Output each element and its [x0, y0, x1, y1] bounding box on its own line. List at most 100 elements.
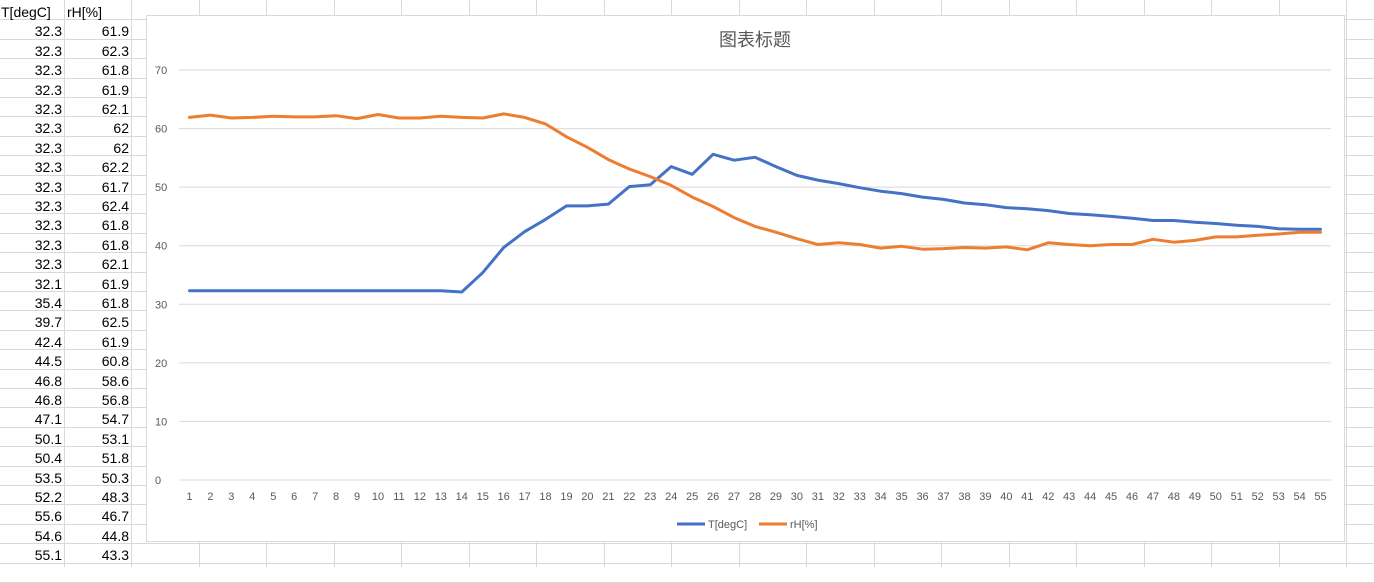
x-tick-label: 11: [393, 491, 404, 503]
embedded-chart[interactable]: 图表标题 0 10 20 30 40 50 60 70 1 2 3 4 5 6 7 8 9 10 11 12 13 14…: [146, 15, 1345, 542]
temperature-cell[interactable]: 32.3: [34, 120, 62, 136]
x-tick-label: 3: [228, 491, 234, 503]
x-tick-label: 16: [498, 491, 510, 503]
column-gridline: [1346, 0, 1347, 567]
temperature-cell[interactable]: 54.6: [34, 528, 62, 544]
temperature-cell[interactable]: 32.1: [34, 276, 62, 292]
humidity-cell[interactable]: 46.7: [101, 508, 129, 524]
x-tick-label: 44: [1084, 491, 1096, 503]
humidity-cell[interactable]: 61.9: [101, 23, 129, 39]
temperature-cell[interactable]: 32.3: [34, 217, 62, 233]
x-tick-label: 54: [1293, 491, 1305, 503]
y-tick-label: 60: [155, 124, 167, 136]
header-cell-humidity[interactable]: rH[%]: [67, 4, 102, 20]
humidity-cell[interactable]: 58.6: [101, 373, 129, 389]
humidity-cell[interactable]: 62: [113, 140, 129, 156]
temperature-cell[interactable]: 32.3: [34, 140, 62, 156]
humidity-cell[interactable]: 62.1: [101, 101, 129, 117]
x-tick-label: 2: [207, 491, 213, 503]
temperature-cell[interactable]: 32.3: [34, 256, 62, 272]
humidity-cell[interactable]: 62.1: [101, 256, 129, 272]
temperature-cell[interactable]: 47.1: [34, 411, 62, 427]
x-tick-label: 43: [1063, 491, 1075, 503]
x-tick-label: 26: [707, 491, 719, 503]
header-cell-temperature[interactable]: T[degC]: [1, 4, 51, 20]
y-tick-label: 10: [155, 416, 167, 428]
humidity-cell[interactable]: 50.3: [101, 470, 129, 486]
temperature-cell[interactable]: 32.3: [34, 101, 62, 117]
series-line-temperature: [188, 152, 1322, 294]
series-line-humidity: [188, 112, 1322, 252]
temperature-cell[interactable]: 55.1: [34, 547, 62, 563]
temperature-cell[interactable]: 35.4: [34, 295, 62, 311]
humidity-cell[interactable]: 61.7: [101, 179, 129, 195]
humidity-cell[interactable]: 62.5: [101, 314, 129, 330]
humidity-cell[interactable]: 62.4: [101, 198, 129, 214]
humidity-cell[interactable]: 61.8: [101, 295, 129, 311]
humidity-cell[interactable]: 61.8: [101, 217, 129, 233]
x-tick-label: 24: [665, 491, 677, 503]
temperature-cell[interactable]: 32.3: [34, 23, 62, 39]
temperature-cell[interactable]: 50.4: [34, 450, 62, 466]
temperature-cell[interactable]: 39.7: [34, 314, 62, 330]
humidity-cell[interactable]: 60.8: [101, 353, 129, 369]
temperature-cell[interactable]: 55.6: [34, 508, 62, 524]
temperature-cell[interactable]: 53.5: [34, 470, 62, 486]
humidity-cell[interactable]: 43.3: [101, 547, 129, 563]
temperature-cell[interactable]: 32.3: [34, 82, 62, 98]
x-tick-label: 34: [875, 491, 887, 503]
y-tick-label: 20: [155, 358, 167, 370]
x-tick-label: 25: [686, 491, 698, 503]
chart-legend: T[degC] rH[%]: [677, 519, 818, 531]
x-axis-ticks: 1 2 3 4 5 6 7 8 9 10 11 12 13 14 15 16 17 18 19 20 21 22 23 24 2…: [186, 491, 1326, 503]
x-tick-label: 12: [414, 491, 426, 503]
x-tick-label: 36: [916, 491, 928, 503]
x-tick-label: 55: [1314, 491, 1326, 503]
x-tick-label: 15: [477, 491, 489, 503]
chart-series: [188, 112, 1322, 294]
x-tick-label: 20: [581, 491, 593, 503]
temperature-cell[interactable]: 52.2: [34, 489, 62, 505]
temperature-cell[interactable]: 46.8: [34, 373, 62, 389]
temperature-cell[interactable]: 32.3: [34, 179, 62, 195]
temperature-cell[interactable]: 42.4: [34, 334, 62, 350]
x-tick-label: 8: [333, 491, 339, 503]
x-tick-label: 17: [518, 491, 530, 503]
humidity-cell[interactable]: 54.7: [101, 411, 129, 427]
x-tick-label: 49: [1189, 491, 1201, 503]
humidity-cell[interactable]: 48.3: [101, 489, 129, 505]
humidity-cell[interactable]: 61.9: [101, 334, 129, 350]
x-tick-label: 38: [958, 491, 970, 503]
humidity-cell[interactable]: 61.9: [101, 82, 129, 98]
temperature-cell[interactable]: 32.3: [34, 159, 62, 175]
humidity-cell[interactable]: 44.8: [101, 528, 129, 544]
humidity-cell[interactable]: 61.8: [101, 237, 129, 253]
temperature-cell[interactable]: 32.3: [34, 237, 62, 253]
temperature-cell[interactable]: 32.3: [34, 198, 62, 214]
column-gridline: [131, 0, 132, 567]
x-tick-label: 40: [1000, 491, 1012, 503]
x-tick-label: 53: [1273, 491, 1285, 503]
temperature-cell[interactable]: 50.1: [34, 431, 62, 447]
x-tick-label: 46: [1126, 491, 1138, 503]
humidity-cell[interactable]: 62: [113, 120, 129, 136]
x-tick-label: 22: [623, 491, 635, 503]
temperature-cell[interactable]: 32.3: [34, 43, 62, 59]
y-tick-label: 50: [155, 182, 167, 194]
x-tick-label: 35: [895, 491, 907, 503]
x-tick-label: 50: [1210, 491, 1222, 503]
temperature-cell[interactable]: 46.8: [34, 392, 62, 408]
humidity-cell[interactable]: 56.8: [101, 392, 129, 408]
temperature-cell[interactable]: 32.3: [34, 62, 62, 78]
humidity-cell[interactable]: 62.2: [101, 159, 129, 175]
x-tick-label: 31: [812, 491, 824, 503]
humidity-cell[interactable]: 61.8: [101, 62, 129, 78]
humidity-cell[interactable]: 53.1: [101, 431, 129, 447]
y-tick-label: 70: [155, 65, 167, 77]
temperature-cell[interactable]: 44.5: [34, 353, 62, 369]
humidity-cell[interactable]: 51.8: [101, 450, 129, 466]
humidity-cell[interactable]: 62.3: [101, 43, 129, 59]
humidity-cell[interactable]: 61.9: [101, 276, 129, 292]
